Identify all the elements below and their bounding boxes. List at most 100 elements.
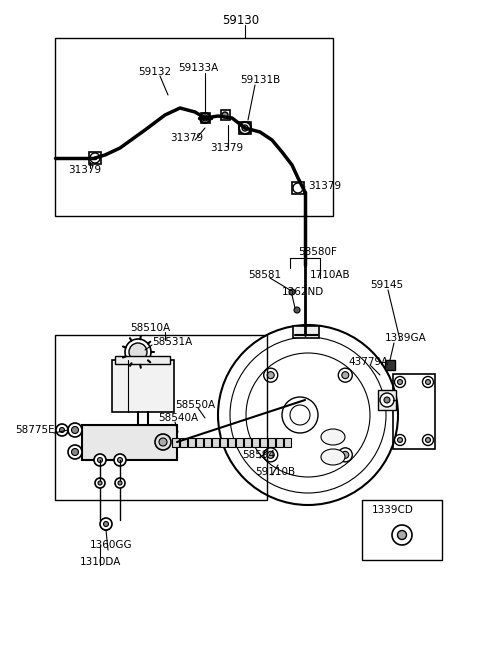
Circle shape [56,424,68,436]
Bar [260,438,267,447]
Bar [82,425,177,460]
Bar [239,122,251,134]
Circle shape [68,423,82,437]
Circle shape [425,380,431,384]
Bar [293,326,319,338]
Circle shape [395,376,406,387]
Text: 59145: 59145 [370,280,403,290]
Circle shape [222,112,228,118]
Text: 1310DA: 1310DA [80,557,121,567]
Circle shape [60,428,64,432]
Text: 58580F: 58580F [298,247,337,257]
Circle shape [104,522,108,526]
Bar [244,438,251,447]
Circle shape [392,525,412,545]
Text: 58540A: 58540A [158,413,198,423]
Text: 58510A: 58510A [130,323,170,333]
Bar [188,438,195,447]
Text: 1339CD: 1339CD [372,505,414,515]
Circle shape [242,125,248,131]
Bar [378,390,396,410]
Circle shape [422,434,433,445]
Circle shape [338,368,352,382]
Bar [393,374,435,449]
Circle shape [267,451,274,458]
Bar [292,182,304,194]
Bar [362,500,442,560]
Circle shape [380,393,394,407]
Circle shape [72,448,79,456]
Text: 1339GA: 1339GA [385,333,427,343]
Circle shape [104,523,108,527]
Circle shape [98,481,102,485]
Circle shape [94,454,106,466]
Circle shape [129,343,147,361]
Circle shape [114,454,126,466]
Circle shape [290,405,310,425]
Circle shape [100,518,112,530]
Circle shape [97,458,103,463]
Bar [112,360,174,412]
Bar [221,110,230,120]
Circle shape [155,434,171,450]
Bar [236,438,243,447]
Circle shape [101,520,111,530]
Bar [180,438,187,447]
Text: 58594: 58594 [242,450,275,460]
Circle shape [125,339,151,365]
Circle shape [218,325,398,505]
Circle shape [338,448,352,462]
Circle shape [293,183,303,193]
Circle shape [267,372,274,378]
Bar [252,438,259,447]
Bar [268,438,275,447]
Circle shape [397,437,403,443]
Text: 59132: 59132 [138,67,171,77]
Circle shape [395,434,406,445]
Circle shape [289,289,295,295]
Circle shape [118,481,122,485]
Ellipse shape [321,429,345,445]
Bar [115,356,170,364]
Circle shape [118,458,122,463]
Circle shape [202,115,208,121]
Circle shape [294,307,300,313]
Text: 1710AB: 1710AB [310,270,350,280]
Bar [228,438,235,447]
Bar [172,438,179,447]
Circle shape [425,437,431,443]
Text: 58581: 58581 [248,270,281,280]
Text: 31379: 31379 [68,165,101,175]
Bar [55,38,333,216]
Bar [220,438,227,447]
Bar [204,438,211,447]
Circle shape [422,376,433,387]
Bar [276,438,283,447]
Text: 59133A: 59133A [178,63,218,73]
Bar [385,360,395,370]
Circle shape [397,380,403,384]
Text: 59131B: 59131B [240,75,280,85]
Circle shape [239,122,251,134]
Text: 59130: 59130 [222,14,259,27]
Circle shape [159,438,167,446]
Text: 59110B: 59110B [255,467,295,477]
Bar [196,438,203,447]
Circle shape [95,478,105,488]
Circle shape [264,448,278,462]
Circle shape [342,372,349,378]
Text: 58531A: 58531A [152,337,192,347]
Text: 31379: 31379 [308,181,341,191]
Bar [201,113,210,123]
Text: 31379: 31379 [170,133,203,143]
Text: 31379: 31379 [210,143,243,153]
Bar [284,438,291,447]
Circle shape [200,113,210,123]
Circle shape [282,397,318,433]
Ellipse shape [321,449,345,465]
Circle shape [397,530,407,539]
Bar [55,335,267,500]
Circle shape [342,451,349,458]
Text: 58775E: 58775E [15,425,55,435]
Text: 1362ND: 1362ND [282,287,324,297]
